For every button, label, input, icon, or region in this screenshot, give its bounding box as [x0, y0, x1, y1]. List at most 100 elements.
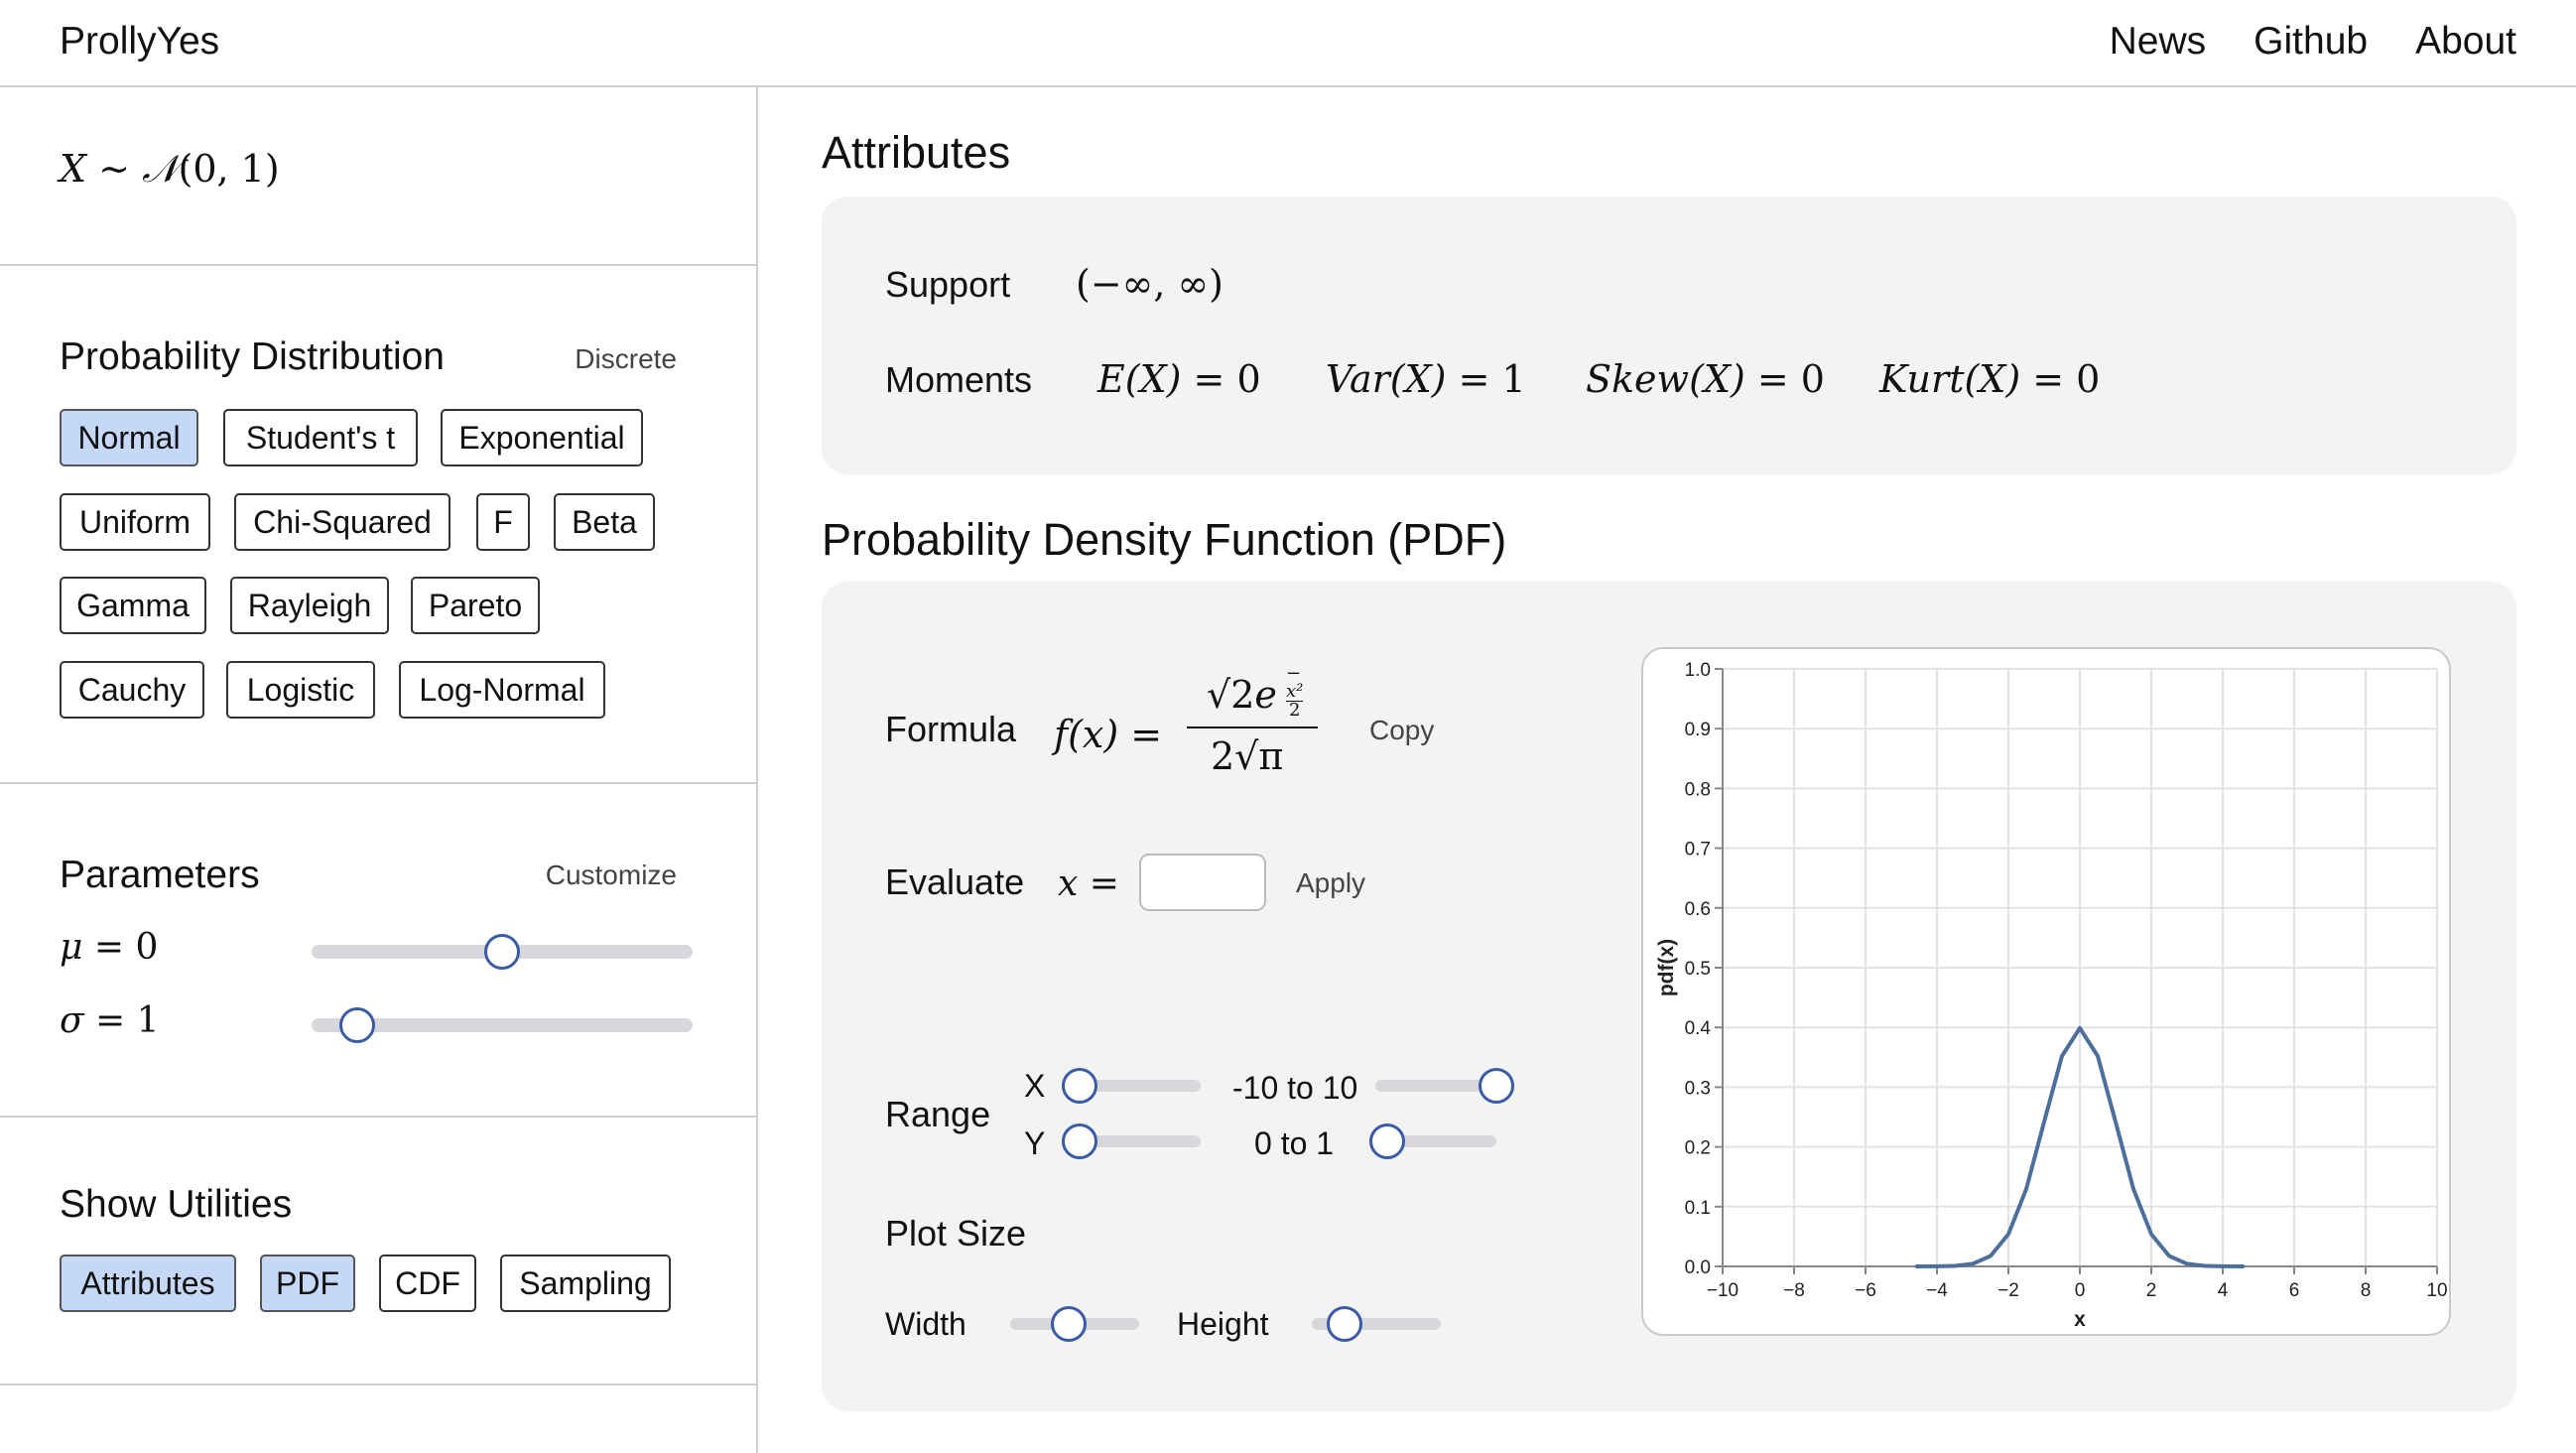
dist-option-f[interactable]: F [476, 493, 530, 551]
range-y-min-handle[interactable] [1062, 1123, 1097, 1159]
range-y-text: 0 to 1 [1254, 1125, 1335, 1161]
plot-width-handle[interactable] [1050, 1306, 1087, 1342]
formula-lhs: f(x) = [1054, 713, 1163, 756]
formula-exponent: − x² 2 [1286, 663, 1304, 721]
utility-pdf[interactable]: PDF [260, 1255, 355, 1312]
mu-slider[interactable] [312, 934, 693, 970]
formula-fraction: √2e − x² 2 2√π [1187, 665, 1318, 788]
y-tick-label: 0.0 [1685, 1257, 1711, 1278]
dist-option-students-t[interactable]: Student's t [223, 409, 418, 466]
range-x-text: -10 to 10 [1232, 1070, 1358, 1106]
dist-option-uniform[interactable]: Uniform [60, 493, 210, 551]
mu-slider-handle[interactable] [484, 934, 520, 970]
dist-option-cauchy[interactable]: Cauchy [60, 661, 204, 719]
plot-height-handle[interactable] [1326, 1306, 1362, 1342]
discrete-toggle-link[interactable]: Discrete [575, 343, 677, 374]
moment-kurtosis: Kurt(X) = 0 [1879, 357, 2101, 401]
distribution-notation-section: X ∼ 𝒩(0, 1) [0, 87, 756, 266]
x-tick-label: 0 [2075, 1280, 2086, 1301]
support-label: Support [885, 264, 1011, 305]
brand-logo[interactable]: ProllyYes [60, 20, 220, 63]
customize-link[interactable]: Customize [545, 859, 677, 890]
dist-option-chi-squared[interactable]: Chi-Squared [234, 493, 451, 551]
formula-label: Formula [885, 709, 1017, 749]
dist-option-pareto[interactable]: Pareto [411, 577, 540, 634]
nav-link-news[interactable]: News [2109, 20, 2207, 63]
sigma-slider[interactable] [312, 1007, 693, 1043]
x-tick-label: −4 [1926, 1280, 1948, 1301]
distribution-heading: Probability Distribution [60, 335, 446, 378]
copy-formula-link[interactable]: Copy [1369, 715, 1435, 745]
y-tick-label: 0.9 [1685, 720, 1711, 740]
dist-option-beta[interactable]: Beta [554, 493, 655, 551]
pdf-series-line [1915, 1025, 2245, 1268]
pdf-plot-card: −10 −8 −6 −4 −2 0 2 4 6 8 10 0.0 0.1 0.2 0.3 0.4 0.5 0.6 0… [1641, 647, 2451, 1336]
y-tick-label: 0.6 [1685, 899, 1711, 920]
moment-variance: Var(X) = 1 [1326, 357, 1526, 401]
formula-denominator: 2√π [1211, 734, 1284, 778]
y-tick-label: 0.2 [1685, 1138, 1711, 1159]
range-y-max-slider[interactable] [1369, 1123, 1496, 1159]
x-tick-label: −10 [1707, 1280, 1739, 1301]
sigma-label: σ = 1 [60, 1000, 160, 1041]
width-label: Width [885, 1306, 966, 1342]
x-tick-label: 4 [2218, 1280, 2229, 1301]
dist-option-log-normal[interactable]: Log-Normal [399, 661, 605, 719]
sigma-slider-handle[interactable] [339, 1007, 376, 1043]
apply-link[interactable]: Apply [1296, 867, 1366, 898]
moment-mean: E(X) = 0 [1097, 357, 1261, 401]
plot-width-slider[interactable] [1010, 1306, 1139, 1342]
pdf-heading: Probability Density Function (PDF) [822, 514, 1507, 565]
parameters-section: Parameters Customize μ = 0 σ = 1 [0, 784, 756, 1118]
dist-option-logistic[interactable]: Logistic [226, 661, 375, 719]
y-tick-label: 0.1 [1685, 1198, 1711, 1219]
y-tick-label: 0.4 [1685, 1018, 1712, 1039]
utilities-section: Show Utilities Attributes PDF CDF Sampli… [0, 1118, 756, 1386]
utility-sampling[interactable]: Sampling [500, 1255, 671, 1312]
nav-links: News Github About [2110, 20, 2516, 64]
y-axis-title: pdf(x) [1655, 939, 1678, 996]
nav-link-github[interactable]: Github [2254, 20, 2369, 63]
x-tick-label: −8 [1783, 1280, 1805, 1301]
range-x-label: X [1024, 1068, 1046, 1104]
y-tick-label: 0.5 [1685, 959, 1711, 980]
plot-size-label: Plot Size [885, 1213, 1027, 1254]
range-y-max-handle[interactable] [1369, 1123, 1406, 1159]
x-axis-title: x [2074, 1308, 2086, 1331]
y-tick-label: 0.3 [1685, 1078, 1711, 1099]
dist-option-rayleigh[interactable]: Rayleigh [230, 577, 389, 634]
x-tick-label: 8 [2361, 1280, 2372, 1301]
parameters-heading: Parameters [60, 854, 260, 896]
range-x-min-handle[interactable] [1062, 1068, 1097, 1104]
support-value: (−∞, ∞) [1076, 262, 1224, 306]
range-x-min-slider[interactable] [1062, 1068, 1201, 1104]
range-x-max-slider[interactable] [1375, 1068, 1514, 1104]
evaluate-label: Evaluate [885, 861, 1025, 902]
formula-fraction-bar [1187, 726, 1318, 728]
top-nav: ProllyYes News Github About [0, 0, 2576, 87]
moment-skew: Skew(X) = 0 [1586, 357, 1825, 401]
height-label: Height [1177, 1306, 1269, 1342]
utility-cdf[interactable]: CDF [379, 1255, 476, 1312]
x-tick-label: 2 [2146, 1280, 2157, 1301]
mu-label: μ = 0 [60, 927, 159, 968]
y-tick-label: 0.7 [1685, 840, 1711, 860]
distribution-section: Probability Distribution Discrete Normal… [0, 266, 756, 784]
x-tick-label: 6 [2289, 1280, 2300, 1301]
range-label: Range [885, 1094, 991, 1134]
x-tick-label: 10 [2426, 1280, 2447, 1301]
y-tick-label: 1.0 [1685, 660, 1711, 681]
range-x-max-handle[interactable] [1479, 1068, 1514, 1104]
nav-link-about[interactable]: About [2415, 20, 2516, 63]
evaluate-input[interactable] [1139, 854, 1266, 911]
dist-option-gamma[interactable]: Gamma [60, 577, 206, 634]
dist-option-normal[interactable]: Normal [60, 409, 198, 466]
plot-height-slider[interactable] [1312, 1306, 1441, 1342]
x-tick-label: −6 [1855, 1280, 1876, 1301]
x-tick-label: −2 [1997, 1280, 2019, 1301]
dist-option-exponential[interactable]: Exponential [441, 409, 643, 466]
range-y-min-slider[interactable] [1062, 1123, 1201, 1159]
utility-attributes[interactable]: Attributes [60, 1255, 236, 1312]
y-tick-label: 0.8 [1685, 779, 1711, 800]
range-y-label: Y [1024, 1125, 1046, 1161]
